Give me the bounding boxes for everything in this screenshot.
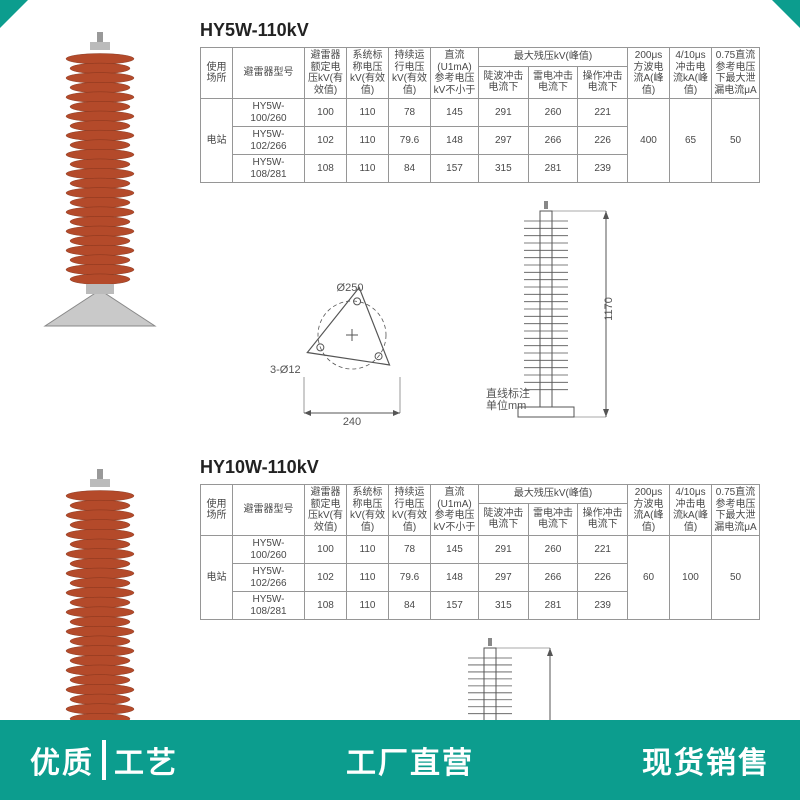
footer-left-sub: 工艺 bbox=[114, 738, 178, 782]
footer-badge-mid: 工厂直营 bbox=[346, 738, 474, 782]
base-diagram: Ø250 3-Ø12 240 bbox=[260, 257, 430, 427]
spec-title: HY5W-110kV bbox=[200, 20, 790, 41]
content-area: HY5W-110kV 使用场所避雷器型号避雷器额定电压kV(有效值)系统标称电压… bbox=[0, 0, 800, 800]
svg-text:直线标注: 直线标注 bbox=[486, 386, 530, 400]
elevation-diagram: 1170 直线标注单位mm bbox=[456, 197, 656, 427]
spec-title: HY10W-110kV bbox=[200, 457, 790, 478]
arrester-photo-col bbox=[10, 20, 190, 330]
spec-body-1: HY5W-110kV 使用场所避雷器型号避雷器额定电压kV(有效值)系统标称电压… bbox=[190, 20, 790, 427]
svg-text:单位mm: 单位mm bbox=[486, 398, 526, 412]
footer-mid: 工厂直营 bbox=[346, 738, 474, 782]
svg-text:240: 240 bbox=[343, 416, 361, 427]
spec-table-2: 使用场所避雷器型号避雷器额定电压kV(有效值)系统标称电压kV(有效值)持续运行… bbox=[200, 484, 760, 620]
svg-text:Ø250: Ø250 bbox=[337, 282, 364, 294]
arrester-photo-1 bbox=[30, 30, 170, 330]
footer-right: 现货销售 bbox=[642, 738, 770, 782]
divider bbox=[102, 740, 106, 780]
spec-section-1: HY5W-110kV 使用场所避雷器型号避雷器额定电压kV(有效值)系统标称电压… bbox=[10, 20, 790, 427]
page-root: HY5W-110kV 使用场所避雷器型号避雷器额定电压kV(有效值)系统标称电压… bbox=[0, 0, 800, 800]
footer-badge-right: 现货销售 bbox=[642, 738, 770, 782]
svg-text:1170: 1170 bbox=[603, 297, 615, 321]
footer-left-main: 优质 bbox=[30, 738, 94, 782]
dimension-diagrams-1: Ø250 3-Ø12 240 1170 直线标注单位mm bbox=[200, 197, 790, 427]
spec-table-1: 使用场所避雷器型号避雷器额定电压kV(有效值)系统标称电压kV(有效值)持续运行… bbox=[200, 47, 760, 183]
footer-badge-left: 优质 工艺 bbox=[30, 738, 178, 782]
svg-text:3-Ø12: 3-Ø12 bbox=[270, 364, 301, 376]
footer-bar: 优质 工艺 工厂直营 现货销售 bbox=[0, 720, 800, 800]
